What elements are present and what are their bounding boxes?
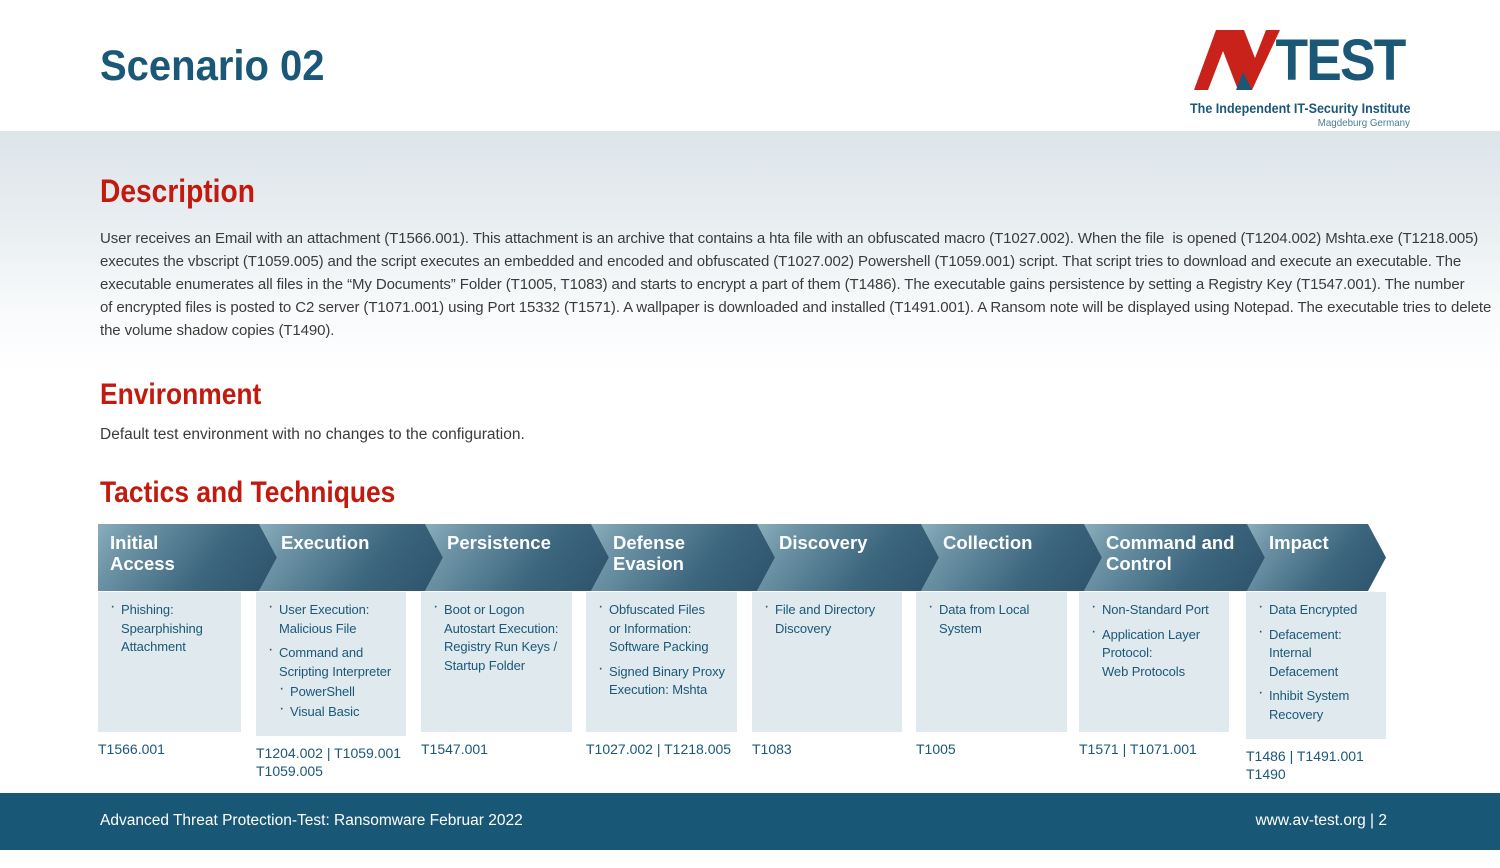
svg-text:TEST: TEST (1276, 28, 1407, 92)
